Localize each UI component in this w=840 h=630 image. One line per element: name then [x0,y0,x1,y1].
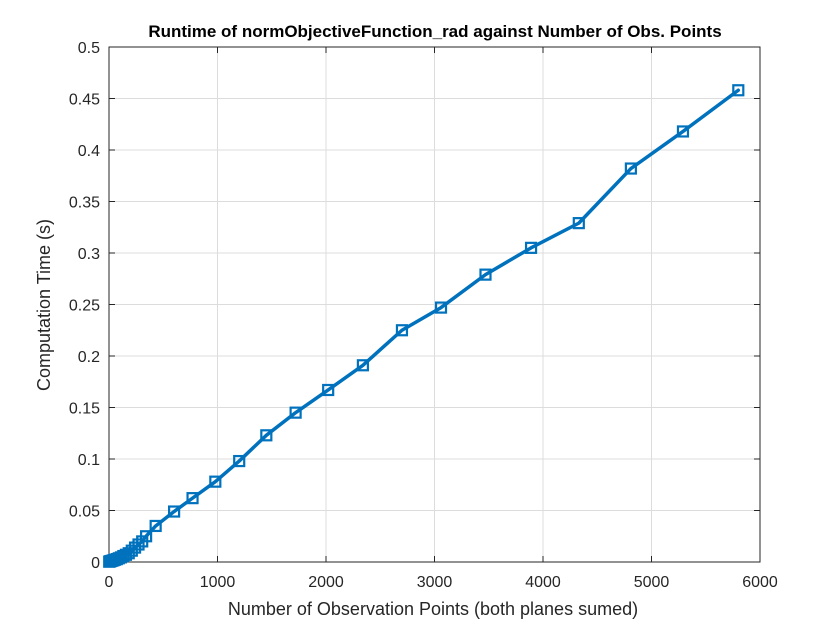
y-tick-label: 0.3 [78,246,100,263]
data-point [260,429,273,442]
series-line [107,88,741,564]
x-tick-label: 5000 [634,574,670,591]
data-point [434,301,448,314]
x-axis-label: Number of Observation Points (both plane… [228,599,638,619]
data-point [289,406,302,419]
y-tick-label: 0.2 [78,349,100,366]
data-point [140,530,153,543]
x-tick-label: 6000 [742,574,778,591]
data-point [732,84,745,97]
data-point [524,241,538,254]
grid-lines [108,46,761,563]
data-point [233,454,246,468]
x-tick-label: 4000 [525,574,561,591]
data-point [322,383,335,397]
y-tick-label: 0.1 [78,452,100,469]
tick-labels: 0 1000 2000 3000 4000 5000 6000 0 0.05 0.1 0.15 0.2… [69,40,778,591]
series-layer [103,84,745,568]
x-tick-label: 1000 [200,574,236,591]
y-tick-label: 0.15 [69,401,100,418]
y-tick-label: 0.4 [78,143,100,160]
y-tick-label: 0.25 [69,298,100,315]
data-point [624,162,637,175]
data-point [209,475,222,488]
data-point [132,538,145,551]
y-tick-label: 0.35 [69,195,100,212]
x-tick-label: 3000 [417,574,453,591]
y-axis-label: Computation Time (s) [34,219,54,391]
data-point [149,519,162,533]
axis-ticks [108,46,761,563]
y-tick-label: 0.45 [69,92,100,109]
data-point [125,544,138,557]
data-point [186,492,199,505]
chart-title: Runtime of normObjectiveFunction_rad aga… [148,22,721,41]
data-point [676,125,690,138]
data-point [356,359,369,372]
data-point [168,505,181,518]
data-point [479,268,492,281]
data-point [395,324,409,337]
y-tick-label: 0 [91,555,100,572]
x-tick-label: 2000 [308,574,344,591]
data-point [128,541,142,554]
y-tick-label: 0.5 [78,40,100,57]
x-tick-label: 0 [105,574,114,591]
data-point [572,217,585,230]
y-tick-label: 0.05 [69,504,100,521]
